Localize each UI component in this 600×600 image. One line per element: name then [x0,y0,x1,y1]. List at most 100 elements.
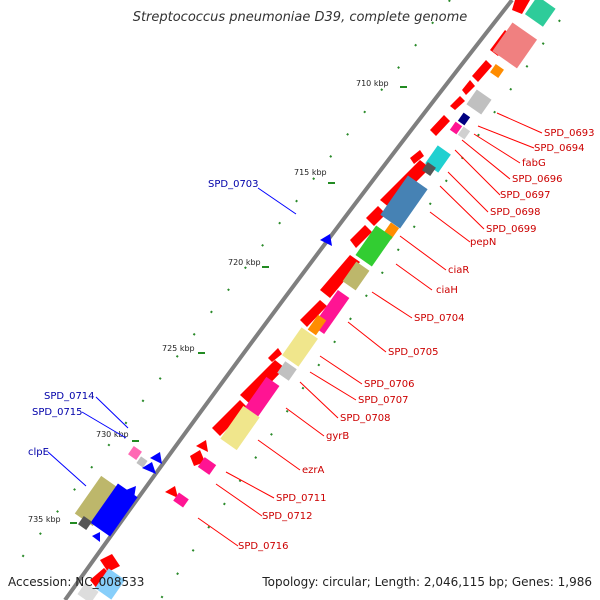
leader-line [399,235,447,271]
leader-line [215,483,263,517]
gene-block-khaki [342,261,370,291]
gene-feature [100,554,120,572]
gene-block-teal [524,0,556,27]
leader-line [496,112,543,134]
gene-label[interactable]: SPD_0704 [414,313,465,324]
gene-feature [240,360,285,404]
leader-line [429,211,471,243]
gene-label[interactable]: SPD_0716 [238,541,289,552]
gene-label[interactable]: gyrB [326,431,349,442]
tick-mark-720 [262,266,269,268]
tick-label-715: 715 kbp [294,168,327,177]
gene-label[interactable]: SPD_0703 [208,179,259,190]
accession-label: Accession: [8,575,72,589]
gene-block-olive [74,475,120,527]
leader-line [395,263,433,291]
gene-block-gray-2 [457,126,471,140]
accession-info: Accession: NC_008533 [8,575,144,589]
outer-label-leaders [47,187,297,487]
gene-block-gray-1 [466,89,492,115]
tick-label-720: 720 kbp [228,258,261,267]
gene-block-pink [128,446,142,460]
gene-label[interactable]: SPD_0698 [490,207,541,218]
gene-label[interactable]: clpE [28,447,49,458]
gene-label[interactable]: ciaR [448,265,469,276]
gene-label[interactable]: fabG [522,158,546,169]
inner-gene-labels: SPD_0693 SPD_0694 fabG SPD_0696 SPD_0697… [238,128,595,552]
leader-line [81,411,127,439]
gene-label[interactable]: SPD_0694 [534,143,585,154]
gene-block-navy [457,112,471,126]
gene-block-salmon [492,22,538,69]
gene-feature [450,96,465,110]
gene-feature [472,60,492,82]
gene-feature [92,532,100,542]
gene-block-magenta-4 [197,457,217,475]
inner-label-leaders [197,112,543,547]
gene-feature [150,452,162,464]
gene-feature [410,150,424,164]
leader-line [461,139,511,180]
leader-line [299,381,339,419]
reverse-strand-genes [74,234,332,542]
gene-feature [430,115,450,136]
accession-value: NC_008533 [75,575,145,589]
gene-block-orange [490,64,504,78]
leader-line [473,133,521,164]
tick-mark-730 [132,440,139,442]
gene-feature [268,348,282,362]
gene-block-gray-3 [277,361,297,381]
gene-label[interactable]: SPD_0693 [544,128,595,139]
gene-label[interactable]: pepN [470,237,496,248]
gene-label[interactable]: SPD_0714 [44,391,95,402]
gene-label[interactable]: SPD_0712 [262,511,313,522]
gene-label[interactable]: SPD_0697 [500,190,551,201]
leader-line [371,291,413,319]
genome-summary: Topology: circular; Length: 2,046,115 bp… [262,575,592,589]
gene-block-yellow-2 [220,405,260,451]
tick-label-735: 735 kbp [28,515,61,524]
gene-block-magenta-3 [244,376,280,418]
leader-line [257,187,297,215]
tick-mark-710 [400,86,407,88]
leader-line [47,451,87,487]
gene-feature [126,486,136,498]
gene-block-blue [90,483,138,537]
gene-feature [512,0,530,14]
gene-label[interactable]: SPD_0696 [512,174,563,185]
leader-line [454,149,501,196]
scale-tick-marks [70,86,407,524]
gene-feature [462,80,475,95]
gene-label[interactable]: SPD_0711 [276,493,327,504]
gene-label[interactable]: SPD_0708 [340,413,391,424]
gene-label[interactable]: SPD_0706 [364,379,415,390]
gene-label[interactable]: ezrA [302,465,325,476]
gene-block-gray-4 [136,456,148,468]
leader-line [477,125,535,149]
gene-feature [350,225,372,248]
gene-block-darkgray [422,162,436,176]
gene-block-magenta-1 [449,121,463,135]
gene-block-yellow-1 [282,327,318,367]
inner-guide-line [159,19,561,600]
leader-line [347,321,387,353]
tick-label-730: 730 kbp [96,430,129,439]
gene-label[interactable]: SPD_0707 [358,395,409,406]
gene-label[interactable]: SPD_0705 [388,347,439,358]
gene-feature [142,462,156,474]
tick-mark-735 [70,522,77,524]
gene-label[interactable]: SPD_0699 [486,224,537,235]
gene-feature [196,440,208,452]
bottom-gene-blocks [77,568,126,600]
gene-feature [366,206,386,226]
gene-block-magenta-5 [173,492,189,508]
gene-label[interactable]: ciaH [436,285,458,296]
tick-label-710: 710 kbp [356,79,389,88]
gene-label[interactable]: SPD_0715 [32,407,83,418]
leader-line [257,439,301,471]
gene-block-darkgray-2 [78,516,92,530]
tick-mark-725 [198,352,205,354]
outer-gene-labels: SPD_0703 SPD_0714 SPD_0715 clpE [28,179,259,458]
leader-line [439,185,485,230]
